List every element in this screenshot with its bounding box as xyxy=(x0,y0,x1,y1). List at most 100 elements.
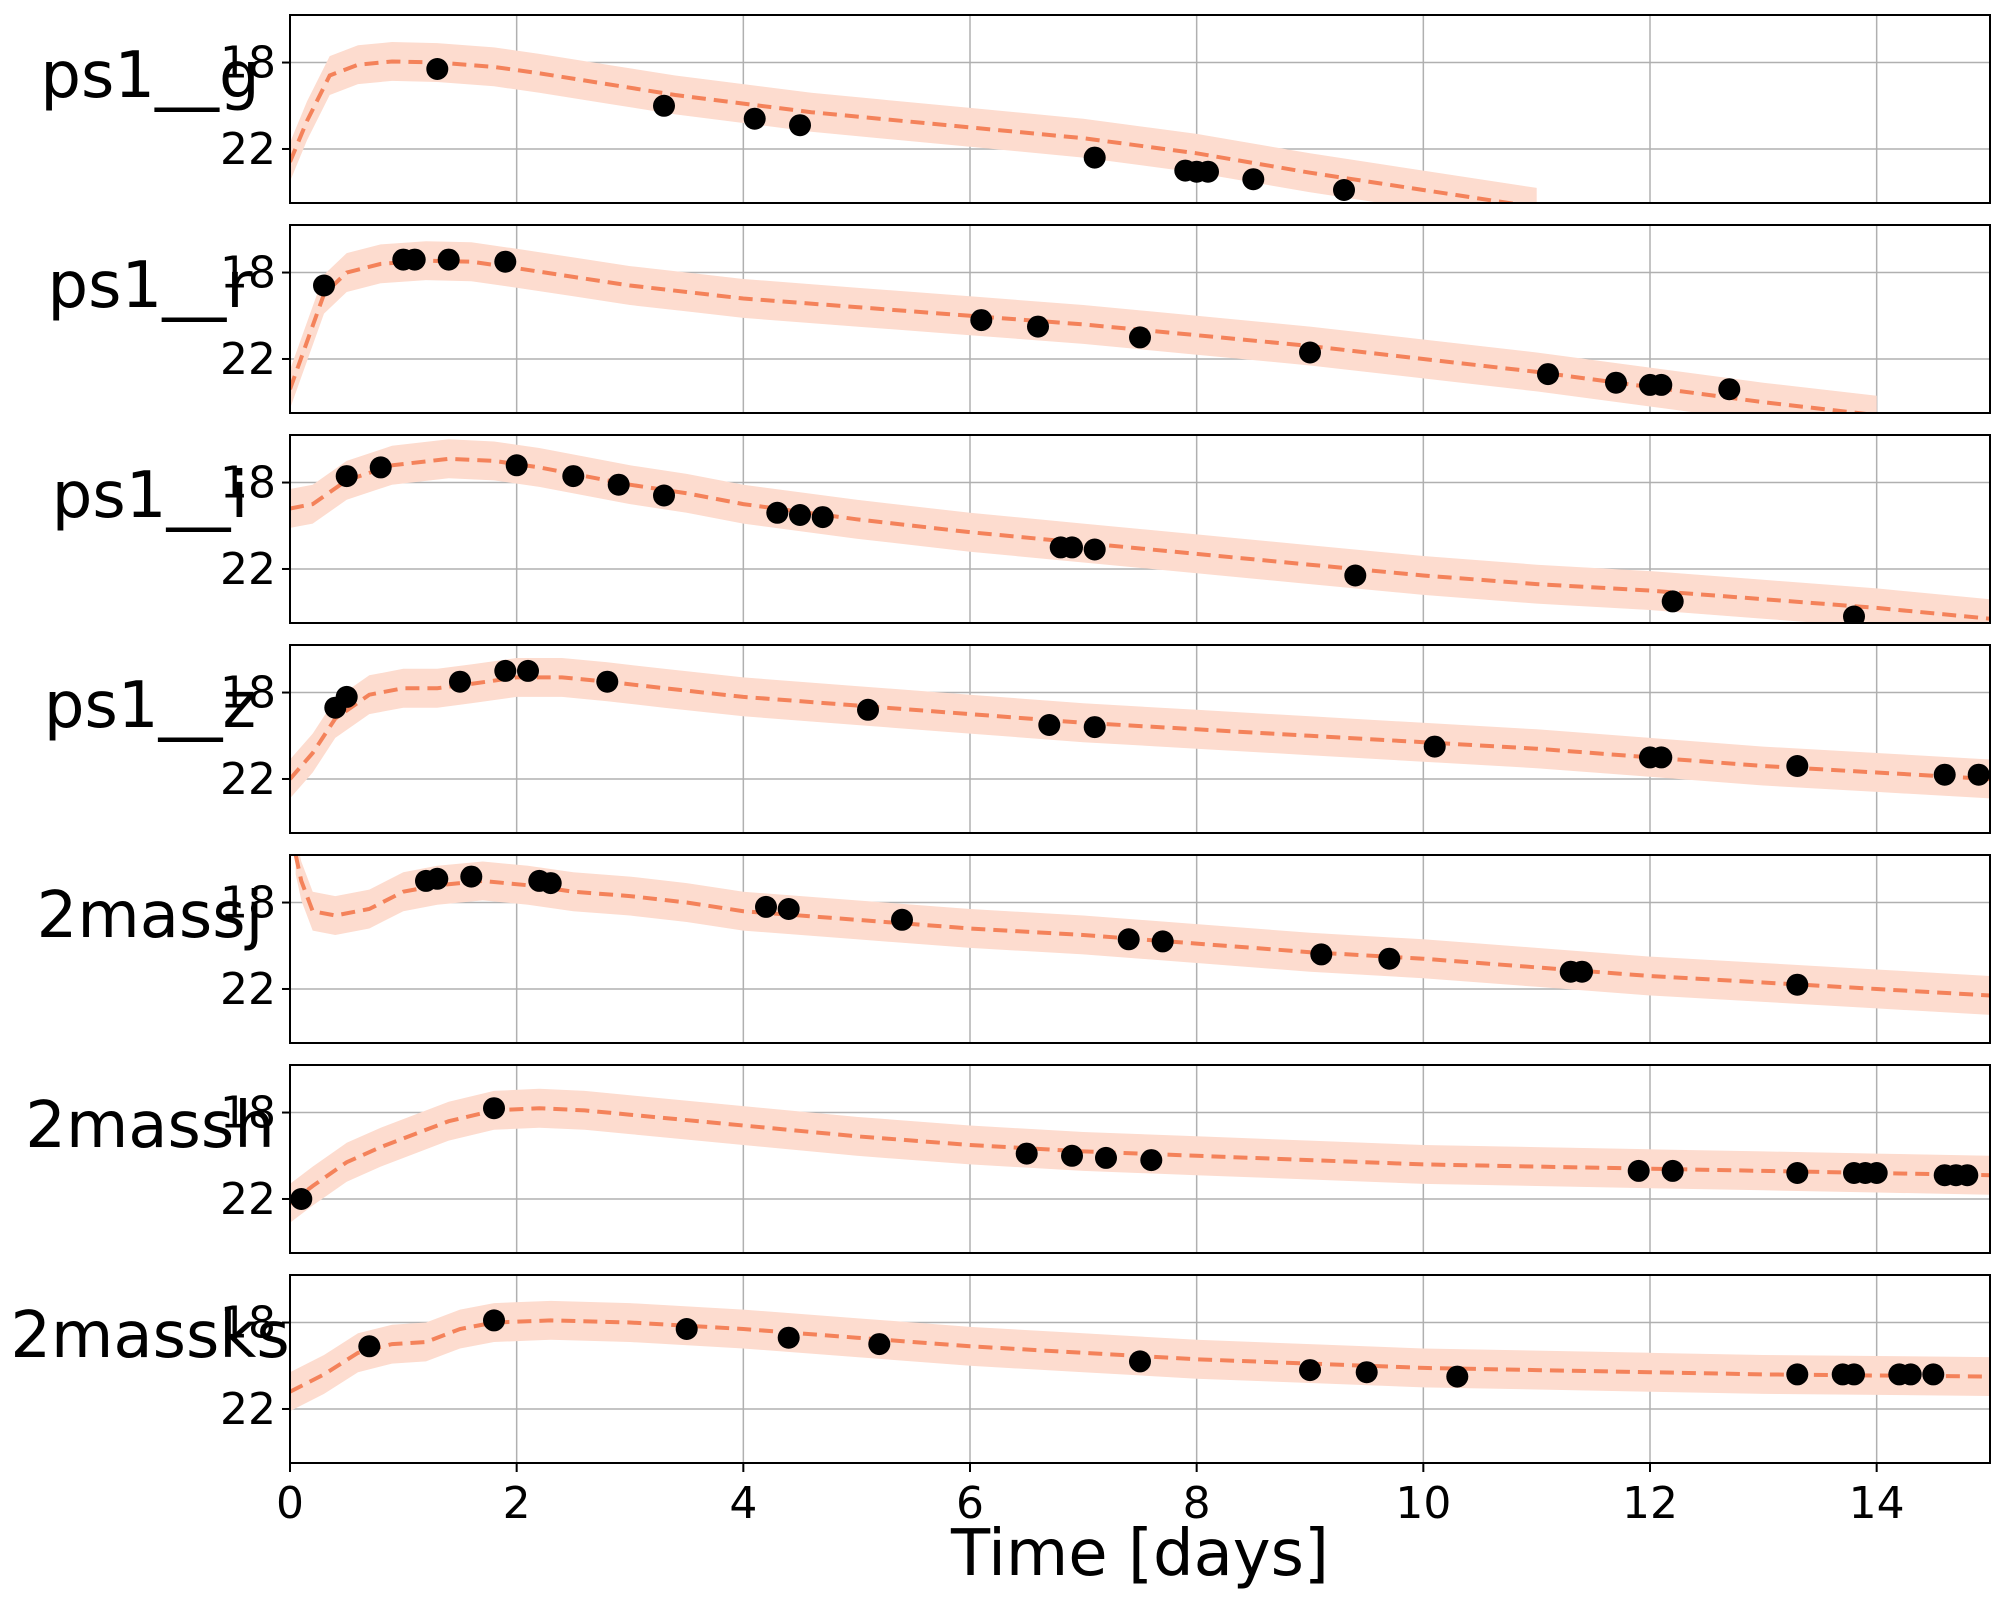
panel-frame xyxy=(289,854,1991,1044)
data-point xyxy=(1242,168,1265,191)
model-line xyxy=(290,1318,1990,1394)
model-line xyxy=(290,59,1522,203)
data-point xyxy=(1129,1350,1151,1373)
panel-label: 2massh xyxy=(25,1089,275,1163)
model-uncertainty-band xyxy=(295,855,1990,1015)
data-point xyxy=(1140,1149,1163,1172)
panel-label: 2massj xyxy=(37,879,264,953)
plot-content xyxy=(290,1088,1990,1223)
x-tick-label: 10 xyxy=(1395,1478,1451,1529)
data-point xyxy=(1083,716,1106,739)
data-point xyxy=(1786,1363,1809,1386)
panel-label: ps1__z xyxy=(44,669,256,743)
data-point xyxy=(1299,341,1321,364)
panel-frame xyxy=(289,14,1991,204)
data-point xyxy=(1083,146,1106,169)
data-point xyxy=(449,670,471,693)
x-axis: 0 2 4 6 8 10 12 14 xyxy=(276,1463,1905,1529)
data-point xyxy=(743,107,766,130)
panel-label: 2massks xyxy=(10,1299,289,1373)
data-point xyxy=(1661,1159,1684,1182)
plot-content xyxy=(290,658,1990,799)
y-tick-label: 22 xyxy=(220,964,276,1015)
data-point xyxy=(1310,943,1333,966)
x-tick-label: 14 xyxy=(1849,1478,1905,1529)
data-point xyxy=(653,94,675,117)
y-tick-label: 22 xyxy=(220,544,276,595)
data-point xyxy=(1956,1164,1979,1187)
data-point xyxy=(1038,714,1061,736)
panel-ps1-z: 18 22 ps1__z xyxy=(44,644,1991,834)
panel-2massj: 18 22 2massj xyxy=(37,854,1991,1044)
data-point xyxy=(1843,605,1865,623)
data-point xyxy=(1650,373,1673,396)
data-point xyxy=(494,250,517,273)
panel-ps1-g: 18 22 ps1__g xyxy=(40,14,1991,204)
panel-frame xyxy=(289,224,1991,414)
data-point xyxy=(653,484,675,507)
data-point xyxy=(517,659,539,682)
data-point xyxy=(437,248,460,271)
data-point xyxy=(1933,763,1956,786)
data-point xyxy=(1378,947,1401,970)
data-point xyxy=(369,456,392,479)
data-point xyxy=(1355,1361,1378,1384)
data-point xyxy=(1865,1162,1888,1184)
x-tick-label: 8 xyxy=(1183,1478,1211,1529)
panel-label: ps1__r xyxy=(48,249,254,323)
y-tick-label: 22 xyxy=(220,1384,276,1435)
data-point xyxy=(562,465,585,488)
data-point xyxy=(335,465,358,488)
panel-label: ps1__i xyxy=(52,459,248,533)
data-point xyxy=(1627,1159,1650,1182)
x-tick-label: 12 xyxy=(1622,1478,1678,1529)
panel-label: ps1__g xyxy=(40,39,259,113)
data-point xyxy=(313,274,335,297)
data-point xyxy=(857,698,879,721)
panel-2massks: 18 22 2massks xyxy=(10,1274,1991,1464)
y-tick-label: 18 xyxy=(220,1088,276,1139)
y-tick-label: 22 xyxy=(220,334,276,385)
data-point xyxy=(596,670,619,693)
model-line xyxy=(290,1106,1990,1205)
panel-frame xyxy=(289,644,1991,834)
panel-2massh: 18 22 2massh xyxy=(25,1064,1991,1254)
x-tick-label: 0 xyxy=(276,1478,304,1529)
y-tick-label: 22 xyxy=(220,124,276,175)
data-point xyxy=(607,473,630,496)
x-tick-label: 4 xyxy=(729,1478,757,1529)
data-point xyxy=(1899,1363,1922,1386)
model-line xyxy=(290,675,1990,781)
y-tick-label: 18 xyxy=(220,668,276,719)
data-point xyxy=(483,1309,505,1332)
data-point xyxy=(1344,564,1367,587)
data-point xyxy=(891,908,913,931)
data-point xyxy=(1605,371,1627,394)
data-point xyxy=(1650,746,1673,769)
grid xyxy=(289,15,1990,203)
data-point xyxy=(1197,160,1219,183)
model-uncertainty-band xyxy=(290,241,1877,413)
panels: 1822ps1__g1822ps1__r1822ps1__i1822ps1__z… xyxy=(10,14,1991,1464)
plot-content xyxy=(293,855,1990,1015)
data-point xyxy=(1843,1363,1865,1386)
plot-content xyxy=(290,42,1537,203)
panel-frame xyxy=(289,434,1991,624)
data-point xyxy=(1061,536,1083,559)
y-tick-label: 22 xyxy=(220,1174,276,1225)
y-tick-label: 18 xyxy=(220,1298,276,1349)
data-point xyxy=(811,506,834,529)
data-point xyxy=(1661,590,1684,613)
data-point xyxy=(1027,315,1049,338)
data-point xyxy=(335,685,358,708)
y-tick-label: 18 xyxy=(220,878,276,929)
data-point xyxy=(403,248,426,271)
plot-content xyxy=(290,439,1990,623)
panel-frame xyxy=(289,1274,1991,1464)
data-point xyxy=(1015,1142,1038,1165)
data-point xyxy=(426,58,449,80)
data-point xyxy=(1083,538,1106,561)
data-point xyxy=(777,898,800,920)
x-tick-label: 2 xyxy=(503,1478,531,1529)
